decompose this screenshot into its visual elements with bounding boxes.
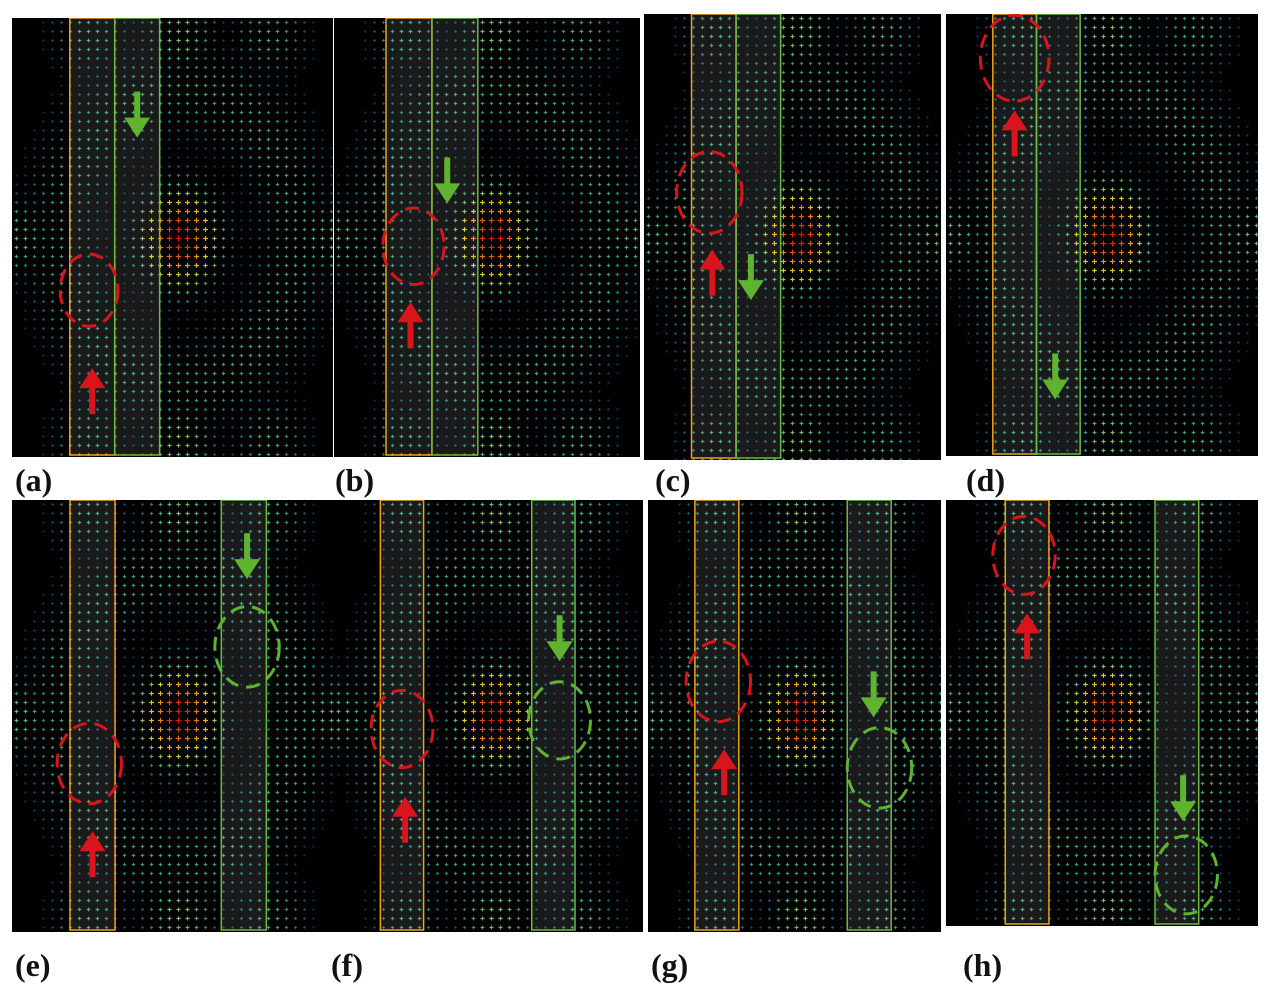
green-strip <box>531 500 576 931</box>
green-strip <box>846 500 892 931</box>
panel-d-field-map <box>946 14 1258 456</box>
red-arrow-up-icon <box>79 368 106 415</box>
red-arrow-up-icon <box>711 749 738 796</box>
panel-f <box>334 500 643 932</box>
red-dashed-circle <box>381 206 446 287</box>
red-dashed-circle <box>991 514 1057 596</box>
red-arrow-up-icon <box>392 796 419 843</box>
green-dashed-circle <box>213 605 281 689</box>
green-dashed-circle <box>527 680 592 761</box>
panel-a-field-map <box>12 18 333 457</box>
panel-label-a: (a) <box>15 464 52 496</box>
red-arrow-up-icon <box>1014 613 1041 660</box>
orange-strip <box>690 14 737 459</box>
green-strip <box>113 18 161 456</box>
panel-label-f: (f) <box>331 949 363 981</box>
panel-b-field-map <box>334 18 640 457</box>
red-dashed-circle <box>675 150 744 235</box>
green-strip <box>1154 500 1200 925</box>
field-glyphs <box>14 502 334 930</box>
orange-strip <box>379 500 425 931</box>
panel-e-field-map <box>12 500 334 932</box>
green-dashed-circle <box>845 726 914 810</box>
panel-g <box>648 500 941 932</box>
red-dashed-circle <box>978 14 1051 103</box>
orange-strip <box>385 18 433 456</box>
green-arrow-down-icon <box>234 533 261 580</box>
green-arrow-down-icon <box>860 671 887 718</box>
panel-h <box>946 500 1258 926</box>
panel-label-b: (b) <box>335 464 374 496</box>
panel-g-field-map <box>648 500 941 932</box>
green-dashed-circle <box>1153 834 1219 916</box>
green-arrow-down-icon <box>434 157 461 204</box>
green-arrow-down-icon <box>124 91 151 138</box>
panel-label-c: (c) <box>655 464 691 496</box>
green-arrow-down-icon <box>1170 775 1197 822</box>
red-arrow-up-icon <box>79 831 106 878</box>
red-dashed-circle <box>55 721 123 806</box>
panel-c <box>644 14 941 460</box>
field-glyphs <box>650 502 941 930</box>
field-glyphs <box>646 16 939 460</box>
green-arrow-down-icon <box>737 254 764 301</box>
field-glyphs <box>948 16 1258 453</box>
red-arrow-up-icon <box>699 249 726 296</box>
red-arrow-up-icon <box>397 302 424 349</box>
panel-label-d: (d) <box>966 464 1005 496</box>
panel-label-e: (e) <box>15 949 51 981</box>
field-glyphs <box>336 502 638 930</box>
red-dashed-circle <box>369 688 435 770</box>
red-arrow-up-icon <box>1001 110 1028 157</box>
orange-strip <box>69 18 116 456</box>
orange-strip <box>1004 500 1050 925</box>
red-dashed-circle <box>684 639 753 724</box>
panel-e <box>12 500 334 932</box>
panel-h-field-map <box>946 500 1258 926</box>
panel-b <box>334 18 640 457</box>
green-arrow-down-icon <box>1042 353 1069 400</box>
panel-label-g: (g) <box>651 949 688 981</box>
green-strip <box>735 14 782 459</box>
panel-f-field-map <box>334 500 643 932</box>
green-arrow-down-icon <box>546 615 573 662</box>
green-strip <box>431 18 479 456</box>
panel-c-field-map <box>644 14 941 460</box>
panel-label-h: (h) <box>963 949 1002 981</box>
field-glyphs <box>336 20 638 457</box>
panel-a <box>12 18 333 457</box>
red-dashed-circle <box>58 252 120 328</box>
orange-strip <box>992 14 1038 455</box>
panel-d <box>946 14 1258 456</box>
